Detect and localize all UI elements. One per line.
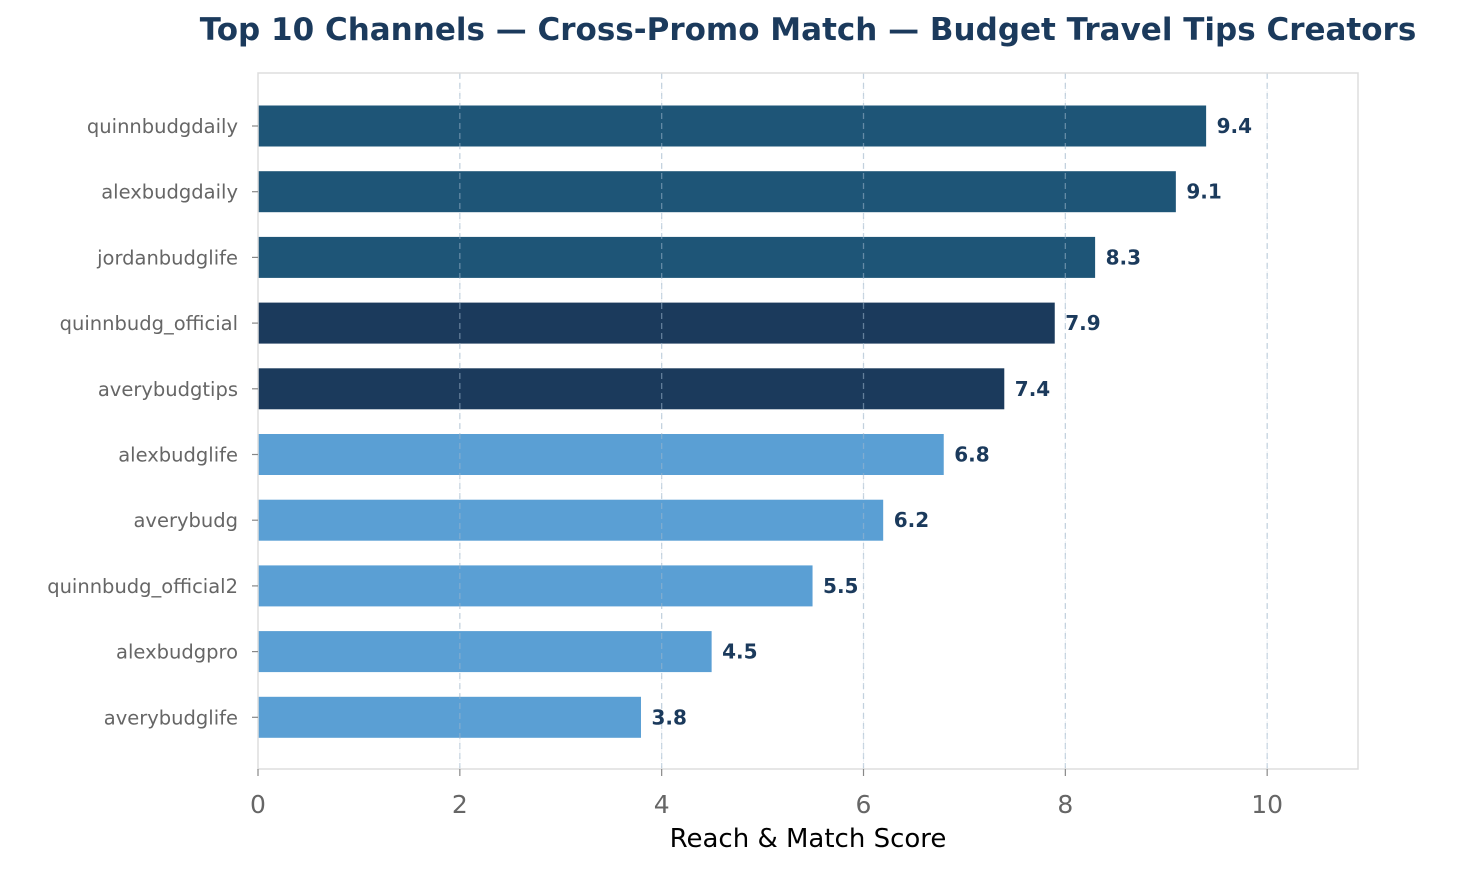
category-label: averybudglife [104, 706, 238, 729]
x-tick-label: 2 [452, 790, 468, 819]
value-label: 7.4 [1015, 377, 1050, 401]
category-label: averybudg [133, 509, 238, 532]
bar [257, 301, 1056, 345]
bar [257, 104, 1208, 148]
category-label: alexbudgdaily [101, 181, 238, 204]
value-label: 8.3 [1106, 245, 1141, 269]
value-label: 6.2 [894, 508, 929, 532]
value-label: 9.1 [1186, 180, 1221, 204]
value-label: 5.5 [823, 574, 858, 598]
chart-title: Top 10 Channels — Cross-Promo Match — Bu… [199, 12, 1417, 48]
bar [257, 367, 1006, 411]
x-tick-label: 4 [654, 790, 670, 819]
plot-frame [257, 72, 1359, 770]
category-label: alexbudgpro [116, 641, 238, 664]
label-layer: quinnbudgdaily 9.4 alexbudgdaily 9.1 jordanb… [47, 114, 1283, 819]
x-axis-label: Reach & Match Score [669, 824, 947, 854]
frame-layer [257, 72, 1359, 770]
x-tick-label: 6 [856, 790, 872, 819]
x-tick-label: 10 [1251, 790, 1283, 819]
value-label: 6.8 [954, 443, 989, 467]
bar [257, 630, 713, 674]
category-label: quinnbudgdaily [87, 115, 238, 138]
bar [257, 235, 1097, 279]
overlay-grid-layer [459, 73, 1268, 769]
category-label: averybudgtips [98, 378, 238, 401]
value-label: 7.9 [1065, 311, 1100, 335]
value-label: 4.5 [722, 640, 757, 664]
value-label: 9.4 [1217, 114, 1252, 138]
value-label: 3.8 [651, 705, 686, 729]
category-label: quinnbudg_official [60, 312, 238, 335]
bar [257, 433, 945, 476]
bar-layer [257, 104, 1208, 739]
bar [257, 170, 1177, 214]
x-tick-label: 0 [250, 790, 266, 819]
bar [257, 564, 814, 608]
category-label: jordanbudglife [96, 246, 238, 269]
bar [257, 695, 642, 739]
bar [257, 498, 885, 542]
category-label: alexbudglife [118, 444, 238, 467]
x-tick-label: 8 [1057, 790, 1073, 819]
category-label: quinnbudg_official2 [47, 575, 238, 598]
